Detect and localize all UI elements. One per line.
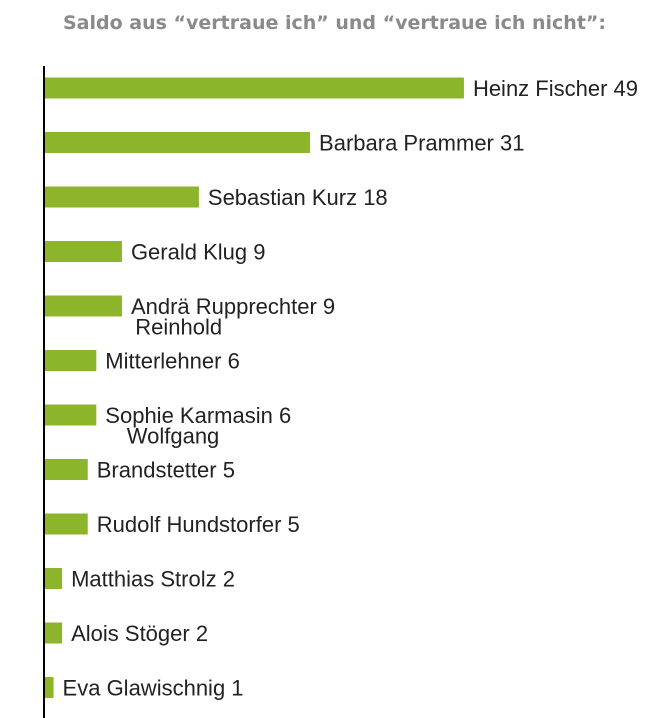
bar: [45, 132, 311, 153]
bar-label: Reinhold: [135, 315, 222, 340]
bar: [45, 350, 97, 371]
bar: [45, 404, 97, 426]
bar-label: Barbara Prammer 31: [319, 131, 524, 156]
bar: [45, 459, 88, 480]
bar-label: Mitterlehner 6: [105, 349, 240, 374]
chart-title: Saldo aus “vertraue ich” und “vertraue i…: [62, 12, 606, 34]
bar-label: Andrä Rupprechter 9: [131, 294, 335, 319]
bar: [45, 622, 63, 644]
bar-label: Wolfgang: [127, 424, 220, 449]
bar-label: Alois Stöger 2: [71, 621, 208, 646]
bar-label: Matthias Strolz 2: [71, 567, 235, 592]
labels-group: Heinz Fischer 49 Barbara Prammer 31 Sebast…: [63, 76, 638, 701]
bar-label: Sebastian Kurz 18: [208, 185, 388, 210]
bar-label: Brandstetter 5: [97, 458, 235, 483]
bar: [45, 295, 122, 317]
bar-label: Sophie Karmasin 6: [105, 403, 291, 428]
bar-label: Rudolf Hundstorfer 5: [97, 512, 300, 537]
bar: [45, 568, 63, 589]
bar: [45, 241, 122, 262]
bar: [45, 513, 88, 535]
bar: [45, 77, 464, 99]
bar-label: Eva Glawischnig 1: [63, 676, 244, 701]
bar-label: Heinz Fischer 49: [473, 76, 638, 101]
bar: [45, 677, 54, 698]
bars-group: [45, 77, 464, 698]
bar: [45, 186, 199, 208]
bar-label: Gerald Klug 9: [131, 240, 266, 265]
